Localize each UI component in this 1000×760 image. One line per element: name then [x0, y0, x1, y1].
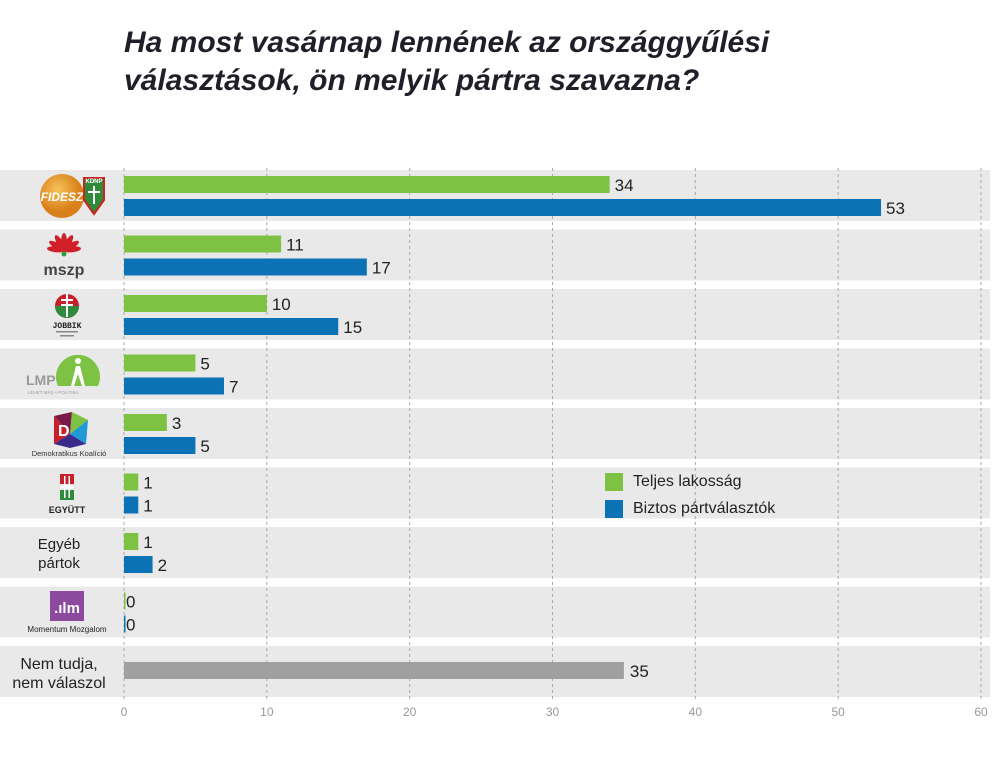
label-line: Egyéb — [37, 536, 81, 553]
data-label: 3 — [172, 414, 181, 433]
bar-teljes — [124, 533, 139, 550]
bar-biztos — [124, 258, 367, 276]
data-label: 2 — [158, 556, 167, 575]
bar-teljes — [124, 473, 139, 491]
fidesz-kdnp-logo: FIDESZ KDNP — [10, 170, 118, 222]
dk-logo: D Demokratikus Koalíció — [10, 408, 118, 460]
x-tick-label: 50 — [831, 705, 845, 719]
svg-text:LEHET MÁS A POLITIKA: LEHET MÁS A POLITIKA — [28, 389, 79, 395]
legend-item-biztos: Biztos pártválasztók — [605, 495, 775, 522]
legend-item-teljes: Teljes lakosság — [605, 468, 775, 495]
x-tick-label: 10 — [260, 705, 274, 719]
svg-text:D: D — [58, 423, 70, 440]
legend-label: Teljes lakosság — [633, 472, 742, 490]
row-background — [0, 586, 990, 638]
data-label: 53 — [886, 199, 905, 218]
svg-text:Demokratikus Koalíció: Demokratikus Koalíció — [32, 449, 107, 458]
bar-teljes — [124, 414, 167, 431]
lmp-logo: LMP LEHET MÁS A POLITIKA — [10, 350, 118, 400]
bar-teljes — [124, 295, 267, 312]
data-label: 17 — [372, 259, 391, 278]
data-label: 5 — [200, 355, 209, 374]
data-label: 15 — [343, 318, 362, 337]
bar-biztos — [124, 318, 339, 335]
bar-biztos — [124, 615, 126, 633]
bar-biztos — [124, 556, 153, 573]
chart-title: Ha most vasárnap lennének az országgyűlé… — [124, 26, 770, 97]
bar-teljes — [124, 176, 610, 193]
data-label: 10 — [272, 295, 291, 314]
svg-text:JOBBIK: JOBBIK — [53, 322, 82, 331]
data-label: 0 — [126, 616, 135, 635]
row-background — [0, 527, 990, 578]
x-tick-label: 40 — [689, 705, 703, 719]
data-label: 0 — [126, 593, 135, 612]
x-tick-label: 60 — [974, 705, 988, 719]
mszp-logo: mszp — [10, 230, 118, 282]
bar-teljes — [124, 354, 196, 372]
data-label: 1 — [143, 474, 152, 493]
row-background — [0, 467, 990, 519]
bar-biztos — [124, 377, 224, 395]
label-line: nem válaszol — [12, 675, 106, 692]
label-line: Nem tudja, — [20, 656, 98, 673]
legend-swatch-green — [605, 472, 623, 491]
svg-text:EGYÜTT: EGYÜTT — [49, 505, 86, 515]
category-label-egyeb: Egyéb pártok — [0, 535, 118, 573]
x-tick-label: 30 — [546, 705, 560, 719]
data-label: 1 — [143, 533, 152, 552]
data-label: 11 — [286, 236, 304, 255]
jobbik-logo: JOBBIK — [10, 290, 118, 342]
momentum-logo: .ılm Momentum Mozgalom — [10, 588, 118, 640]
data-label: 35 — [630, 662, 649, 681]
data-label: 34 — [615, 176, 634, 195]
bar-teljes — [124, 235, 282, 253]
legend-swatch-blue — [605, 499, 623, 518]
label-line: pártok — [38, 555, 80, 572]
bar-biztos — [124, 496, 139, 514]
legend-label: Biztos pártválasztók — [633, 499, 776, 517]
svg-text:mszp: mszp — [44, 262, 85, 279]
svg-text:Momentum Mozgalom: Momentum Mozgalom — [27, 625, 106, 634]
data-label: 5 — [200, 437, 209, 456]
legend: Teljes lakosság Biztos pártválasztók — [605, 468, 775, 522]
category-label-nemtudja: Nem tudja, nem válaszol — [0, 655, 118, 693]
bar-undecided — [124, 662, 624, 679]
svg-text:KDNP: KDNP — [85, 179, 102, 185]
x-tick-label: 20 — [403, 705, 417, 719]
egyutt-logo: EGYÜTT — [10, 468, 118, 520]
bar-biztos — [124, 199, 882, 216]
x-tick-label: 0 — [121, 705, 128, 719]
svg-text:LMP: LMP — [26, 372, 56, 388]
bar-biztos — [124, 437, 196, 454]
bar-teljes — [124, 592, 126, 610]
svg-text:.ılm: .ılm — [54, 600, 80, 617]
data-label: 7 — [229, 378, 238, 397]
svg-text:FIDESZ: FIDESZ — [41, 190, 84, 204]
data-label: 1 — [143, 497, 152, 516]
